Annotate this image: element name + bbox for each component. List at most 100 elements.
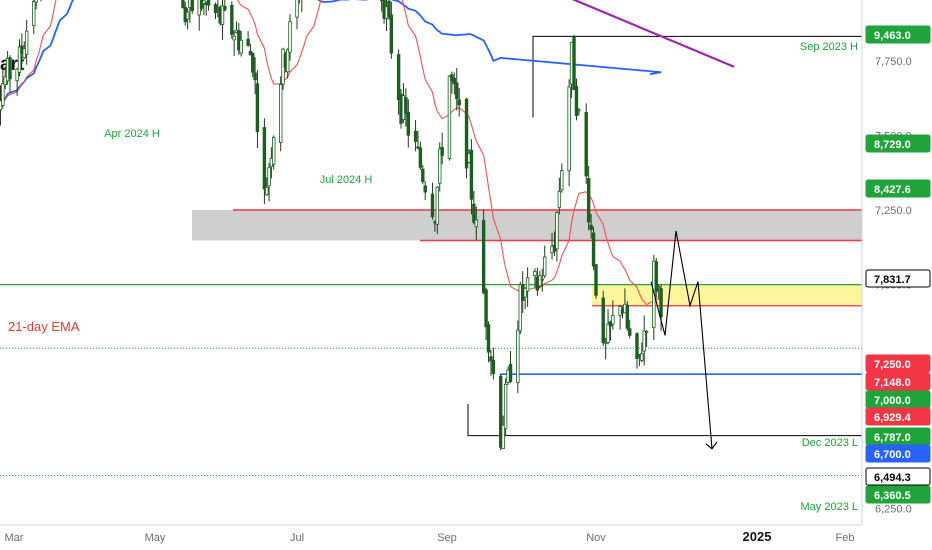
candle-body xyxy=(499,375,503,448)
projected-path-arrow xyxy=(650,230,713,449)
candle-body xyxy=(469,149,474,200)
candle-body xyxy=(525,277,530,292)
candle-body xyxy=(379,0,384,2)
candle-body xyxy=(481,219,486,294)
candle-body xyxy=(491,360,496,375)
candle-body xyxy=(418,147,423,168)
projected-arrowhead xyxy=(705,441,718,450)
candle-body xyxy=(389,14,394,54)
price-label-box xyxy=(865,372,931,391)
candle-body xyxy=(543,256,547,277)
candle-body xyxy=(251,53,255,73)
candle-body xyxy=(486,324,491,353)
candle-body xyxy=(406,112,410,136)
candle-body xyxy=(644,331,649,334)
price-label-text: 8,729.0 xyxy=(874,139,911,151)
candle-body xyxy=(501,424,505,449)
candle-body xyxy=(533,271,537,277)
candle-body xyxy=(538,275,542,287)
price-label-box xyxy=(865,269,931,288)
candle-body xyxy=(594,264,598,296)
candle-body xyxy=(574,85,579,117)
candle-body xyxy=(440,147,444,156)
candle-body xyxy=(288,21,292,53)
annotation-label: Sep 2023 H xyxy=(800,41,858,53)
candle-body xyxy=(279,84,283,143)
candle-body xyxy=(586,178,591,223)
price-label-text: 6,929.4 xyxy=(874,412,912,424)
price-label-text: 7,148.0 xyxy=(874,377,911,389)
candle-body xyxy=(516,329,520,384)
price-label-text: 7,000.0 xyxy=(874,395,911,407)
candle-body xyxy=(1,83,5,106)
price-axis-tick: 7,250.0 xyxy=(875,205,912,217)
price-label-text: 6,360.5 xyxy=(874,490,911,502)
time-axis-tick: 2025 xyxy=(743,529,772,544)
price-label-text: 6,787.0 xyxy=(874,432,911,444)
candle-body xyxy=(447,75,452,159)
candle-body xyxy=(555,212,559,250)
candle-body xyxy=(457,99,461,106)
price-axis-tick: 7,750.0 xyxy=(875,56,912,68)
candle-body xyxy=(464,98,469,169)
support-zone xyxy=(592,284,862,306)
candle-body xyxy=(508,364,513,383)
candle-body xyxy=(503,383,508,429)
candle-body xyxy=(223,6,227,11)
candle-body xyxy=(659,288,663,318)
candle-body xyxy=(572,36,576,91)
level-line-6494 xyxy=(467,404,862,437)
candle-body xyxy=(472,203,476,223)
candle-body xyxy=(416,146,420,149)
candle-body xyxy=(656,286,661,289)
price-axis-tick: 6,250.0 xyxy=(875,504,912,516)
candle-body xyxy=(591,232,596,267)
candle-body xyxy=(387,0,391,18)
candle-body xyxy=(255,83,260,133)
candle-body xyxy=(181,0,185,9)
annotation-label: Jul 2024 H xyxy=(320,174,373,186)
level-line-7831 xyxy=(532,35,862,118)
candle-body xyxy=(584,111,588,177)
candle-body xyxy=(625,304,630,329)
candle-body xyxy=(430,193,435,218)
candle-body xyxy=(413,130,418,142)
candle-body xyxy=(540,278,544,281)
price-label-box xyxy=(865,444,931,463)
candle-body xyxy=(232,35,236,41)
candle-body xyxy=(239,39,243,54)
candle-body xyxy=(24,30,29,55)
candle-body xyxy=(295,0,299,18)
candle-body xyxy=(518,284,522,332)
price-label-box xyxy=(865,407,931,426)
candle-body xyxy=(272,136,276,165)
candle-body xyxy=(489,356,493,362)
candle-body xyxy=(557,190,562,208)
price-label-box xyxy=(865,354,931,373)
candle-body xyxy=(267,167,271,187)
candle-body xyxy=(32,1,36,27)
candle-body xyxy=(611,315,615,325)
candle-body xyxy=(450,74,454,82)
price-label-text: 9,463.0 xyxy=(874,30,911,42)
candle-body xyxy=(253,72,257,81)
candle-body xyxy=(396,54,401,101)
candle-body xyxy=(190,0,194,12)
slow-moving-average-line xyxy=(0,0,662,106)
time-axis-tick: Nov xyxy=(586,532,606,544)
candle-body xyxy=(423,185,427,193)
candle-body xyxy=(560,170,564,191)
annotation-label: Dec 2023 L xyxy=(802,437,858,449)
candle-body xyxy=(15,68,19,81)
candle-body xyxy=(206,0,211,6)
time-axis-tick: Jul xyxy=(290,532,304,544)
resistance-zone xyxy=(192,210,862,241)
candle-body xyxy=(285,49,290,73)
price-label-box xyxy=(865,134,931,153)
candle-body xyxy=(606,323,610,343)
price-label-box xyxy=(865,179,931,198)
candle-body xyxy=(577,109,581,112)
ema-21-line xyxy=(0,0,662,306)
candle-body xyxy=(642,330,646,352)
